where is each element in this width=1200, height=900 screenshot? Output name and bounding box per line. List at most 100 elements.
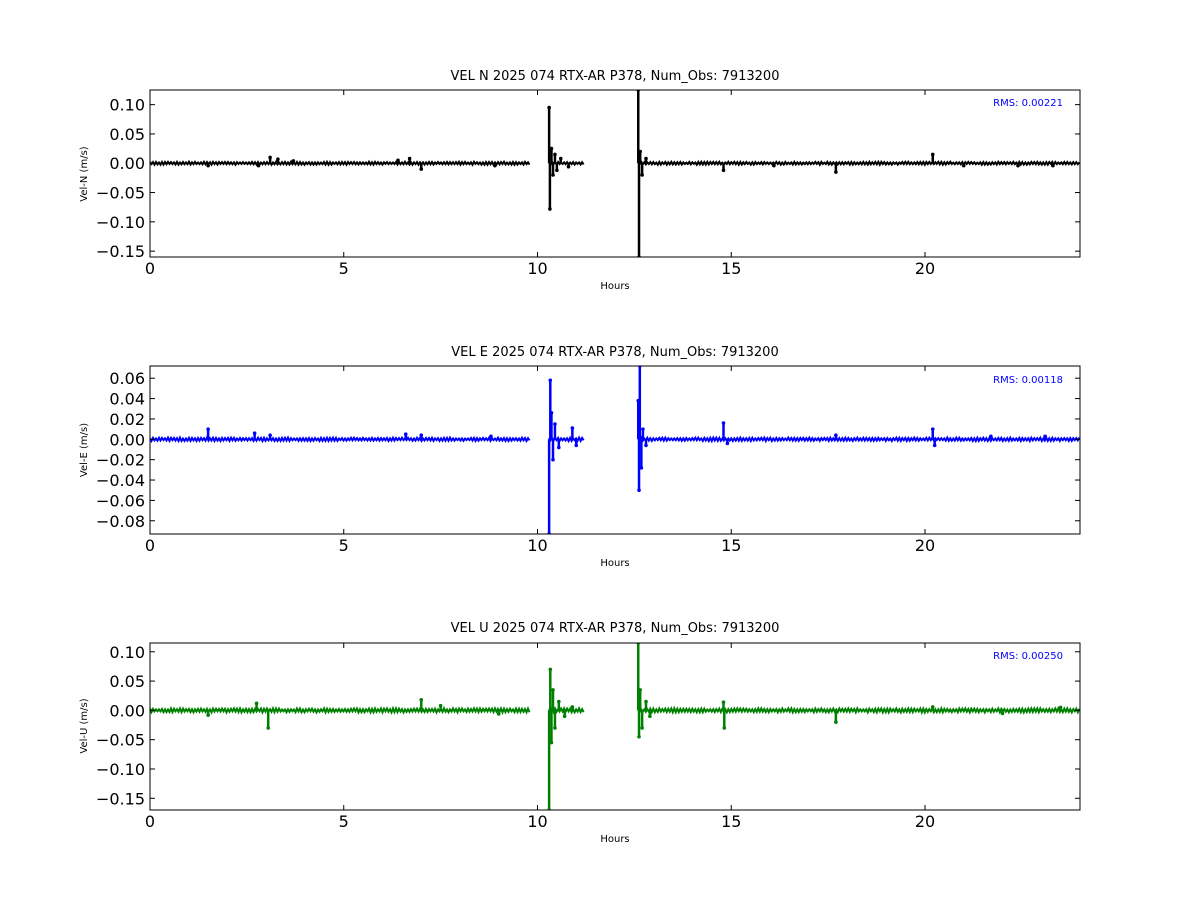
- vel-n-spike-marker: [930, 152, 935, 157]
- vel-n-spike-marker: [772, 163, 776, 168]
- vel-n-spike-marker: [558, 156, 563, 161]
- vel-u-spike-marker: [548, 667, 553, 672]
- vel-u-y-tick-label: −0.05: [96, 731, 145, 750]
- vel-n-x-tick-label: 5: [339, 259, 349, 278]
- vel-e-spike-marker: [551, 457, 555, 462]
- vel-e-spike-marker: [989, 434, 993, 439]
- vel-n-spike-marker: [206, 163, 210, 168]
- vel-n-y-tick-label: 0.10: [109, 96, 145, 115]
- vel-u-series-segment: [637, 705, 1080, 716]
- vel-n-spike-marker: [555, 168, 559, 173]
- vel-e-y-tick-label: 0.00: [109, 430, 145, 449]
- vel-u-spike-marker: [553, 726, 557, 730]
- vel-u-spike-marker: [570, 705, 575, 709]
- vel-u-y-axis-label: Vel-U (m/s): [79, 698, 90, 753]
- vel-u-x-tick-label: 5: [339, 812, 349, 831]
- vel-e-axes-frame: [149, 365, 1081, 535]
- vel-e-spike-marker: [721, 421, 726, 425]
- vel-u-spike-marker: [254, 701, 259, 706]
- vel-n-series-segment: [637, 159, 1080, 167]
- vel-u-spike-marker: [930, 705, 935, 709]
- vel-e-x-tick-label: 20: [915, 536, 935, 555]
- vel-u-y-tick-label: 0.05: [109, 672, 145, 691]
- vel-u-spike-marker: [1058, 705, 1063, 710]
- vel-u-spike-marker: [419, 698, 424, 702]
- vel-e-series-segment: [637, 435, 1080, 444]
- vel-u-spike-marker: [496, 712, 501, 716]
- vel-u-spike-marker: [1000, 711, 1005, 716]
- vel-e-y-tick-label: 0.02: [109, 410, 145, 429]
- vel-e-spike-marker: [403, 432, 408, 437]
- vel-u-spike-marker: [562, 714, 567, 719]
- vel-u-spike-marker: [206, 713, 210, 717]
- vel-n-spike-marker: [834, 170, 838, 174]
- vel-u-spike-marker: [638, 688, 642, 692]
- vel-e-x-tick-label: 10: [527, 536, 547, 555]
- vel-u-spike-marker: [722, 726, 727, 730]
- vel-n-spike-marker: [638, 149, 642, 154]
- vel-n-x-tick-label: 15: [721, 259, 741, 278]
- vel-e-spike-marker: [637, 488, 641, 493]
- vel-u-x-axis-label: Hours: [600, 834, 629, 845]
- vel-n-rms-label: RMS: 0.00221: [993, 98, 1063, 109]
- vel-u-y-tick-label: 0.00: [109, 701, 145, 720]
- vel-n-x-tick-label: 10: [527, 259, 547, 278]
- vel-u-spike-marker: [551, 688, 555, 692]
- vel-n-x-tick-label: 0: [145, 259, 155, 278]
- vel-n-spike-marker: [721, 168, 726, 173]
- vel-n-series-segment: [150, 159, 531, 167]
- vel-e-spike-marker: [206, 427, 210, 431]
- vel-n-plot-area: [150, 90, 1080, 257]
- vel-e-spike-marker: [419, 433, 424, 438]
- vel-e-x-tick-label: 5: [339, 536, 349, 555]
- vel-e-spike-marker: [574, 443, 579, 448]
- vel-u-series-segment: [548, 705, 585, 715]
- vel-n-y-tick-label: 0.00: [109, 154, 145, 173]
- vel-n-spike-marker: [548, 207, 552, 211]
- vel-n-x-tick-label: 20: [915, 259, 935, 278]
- vel-n-spike-marker: [549, 146, 554, 151]
- vel-e-x-tick-label: 0: [145, 536, 155, 555]
- vel-u-spike-marker: [644, 699, 648, 704]
- vel-n-spike-marker: [547, 105, 551, 110]
- vel-n-y-axis-label: Vel-N (m/s): [79, 146, 90, 201]
- vel-e-y-tick-label: −0.06: [96, 491, 145, 510]
- vel-u-x-tick-label: 0: [145, 812, 155, 831]
- vel-n-panel: VEL N 2025 074 RTX-AR P378, Num_Obs: 791…: [79, 69, 1081, 292]
- vel-e-title: VEL E 2025 074 RTX-AR P378, Num_Obs: 791…: [451, 345, 778, 360]
- vel-e-spike-marker: [570, 426, 575, 430]
- vel-n-spike-marker: [644, 156, 648, 161]
- vel-e-spike-marker: [725, 441, 730, 446]
- vel-n-spike-marker: [640, 173, 644, 177]
- vel-e-spike-marker: [489, 434, 493, 439]
- vel-e-spike-marker: [252, 431, 257, 436]
- vel-n-spike-marker: [396, 158, 400, 163]
- vel-n-spike-marker: [1016, 163, 1020, 168]
- vel-u-y-tick-label: −0.10: [96, 760, 145, 779]
- vel-e-y-tick-label: 0.06: [109, 369, 145, 388]
- vel-u-spike-marker: [549, 740, 554, 745]
- vel-u-spike-marker: [438, 703, 443, 708]
- vel-u-panel: VEL U 2025 074 RTX-AR P378, Num_Obs: 791…: [79, 621, 1081, 845]
- vel-n-spike-marker: [961, 163, 966, 168]
- vel-e-panel: VEL E 2025 074 RTX-AR P378, Num_Obs: 791…: [79, 345, 1081, 569]
- vel-u-x-tick-label: 10: [527, 812, 547, 831]
- vel-e-spike-marker: [834, 433, 838, 438]
- vel-u-spike-marker: [637, 734, 641, 739]
- vel-n-spike-marker: [551, 173, 555, 177]
- vel-n-y-tick-label: −0.10: [96, 213, 145, 232]
- vel-e-series-segment: [150, 435, 531, 444]
- vel-u-spike-marker: [648, 714, 652, 719]
- vel-e-spike-marker: [268, 433, 272, 438]
- vel-n-spike-marker: [566, 164, 571, 169]
- vel-u-plot-area: [150, 643, 1080, 810]
- vel-e-x-axis-label: Hours: [600, 558, 629, 569]
- vel-n-y-tick-label: −0.15: [96, 242, 145, 261]
- vel-n-spike-marker: [276, 157, 280, 161]
- vel-e-spike-marker: [549, 411, 554, 415]
- vel-e-spike-marker: [548, 378, 553, 383]
- vel-u-rms-label: RMS: 0.00250: [993, 651, 1063, 662]
- vel-e-spike-marker: [644, 443, 648, 448]
